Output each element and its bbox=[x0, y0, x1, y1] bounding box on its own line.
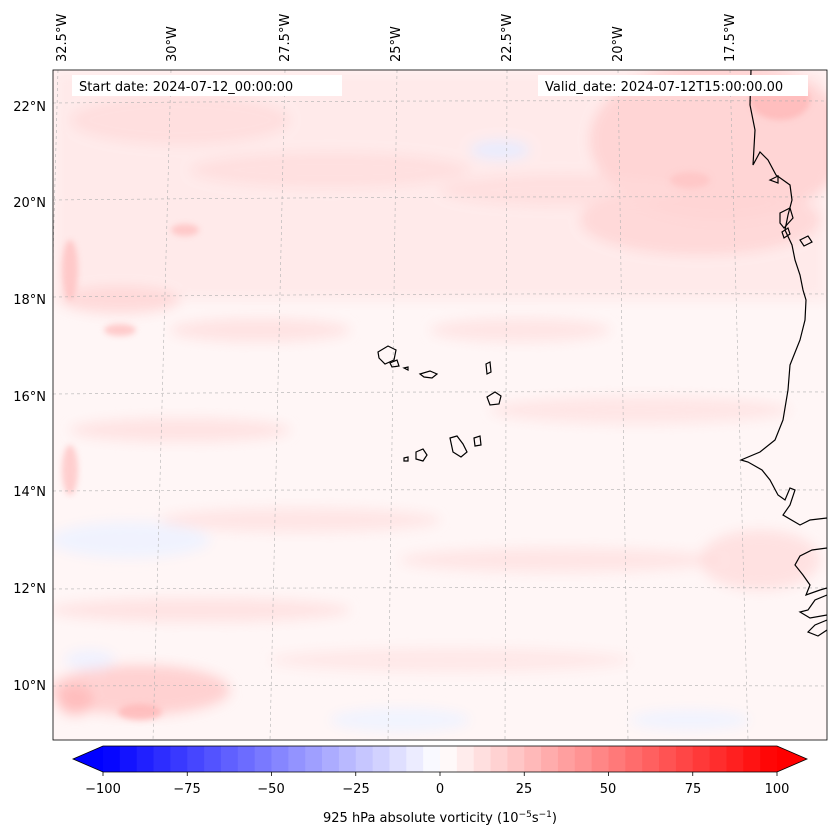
lat-label: 16°N bbox=[13, 390, 46, 405]
colorbar-block bbox=[659, 746, 677, 772]
colorbar-block bbox=[440, 746, 458, 772]
colorbar-block bbox=[557, 746, 576, 772]
canary-island bbox=[781, 227, 791, 239]
lat-label: 14°N bbox=[13, 485, 46, 500]
colorbar-block bbox=[591, 746, 609, 772]
sao-vicente bbox=[389, 359, 400, 368]
lon-label: 22.5°W bbox=[500, 14, 515, 62]
lon-label: 20°W bbox=[611, 26, 626, 62]
map-panel: Start date: 2024-07-12_00:00:00 Valid_da… bbox=[13, 14, 828, 741]
sal bbox=[485, 361, 492, 375]
santa-luzia bbox=[402, 366, 409, 371]
lon-label: 27.5°W bbox=[278, 14, 293, 62]
colorbar-block bbox=[305, 746, 323, 772]
fogo bbox=[415, 448, 428, 462]
colorbar-block bbox=[103, 746, 121, 772]
colorbar-block bbox=[709, 746, 727, 772]
santo-antao bbox=[377, 345, 397, 365]
lon-label: 17.5°W bbox=[723, 14, 738, 62]
colorbar-block bbox=[119, 746, 138, 772]
colorbar-tick-label: 100 bbox=[765, 782, 790, 797]
lat-label: 10°N bbox=[13, 679, 46, 694]
colorbar-block bbox=[423, 746, 441, 772]
lat-label: 22°N bbox=[13, 100, 46, 115]
colorbar-block bbox=[187, 746, 205, 772]
colorbar-ticks: −100 −75 −50 −25 0 25 50 75 100 bbox=[85, 782, 789, 797]
colorbar-block bbox=[153, 746, 171, 772]
colorbar-block bbox=[406, 746, 424, 772]
colorbar-block bbox=[322, 746, 340, 772]
vorticity-streaks bbox=[62, 80, 810, 720]
colorbar-block bbox=[271, 746, 289, 772]
canary-island bbox=[799, 235, 813, 247]
colorbar-block bbox=[675, 746, 694, 772]
valid-date-box bbox=[538, 75, 808, 96]
colorbar-block bbox=[642, 746, 660, 772]
colorbar-block bbox=[204, 746, 222, 772]
colorbar-block bbox=[608, 746, 626, 772]
colorbar-tickmarks bbox=[102, 772, 778, 776]
colorbar: −100 −75 −50 −25 0 25 50 75 100 925 hPa … bbox=[71, 745, 809, 826]
map-frame bbox=[52, 69, 828, 741]
colorbar-tick-label: −25 bbox=[342, 782, 369, 797]
colorbar-block bbox=[237, 746, 256, 772]
colorbar-block bbox=[254, 746, 272, 772]
colorbar-block bbox=[389, 746, 407, 772]
colorbar-block bbox=[625, 746, 643, 772]
colorbar-extend-max bbox=[777, 746, 807, 772]
colorbar-block bbox=[338, 746, 357, 772]
boa-vista bbox=[486, 391, 502, 406]
colorbar-block bbox=[692, 746, 711, 772]
colorbar-blocks bbox=[73, 746, 807, 772]
colorbar-block bbox=[574, 746, 593, 772]
colorbar-tick-label: 0 bbox=[436, 782, 444, 797]
lat-label: 18°N bbox=[13, 293, 46, 308]
colorbar-block bbox=[220, 746, 239, 772]
latitude-labels: 22°N 20°N 18°N 16°N 14°N 12°N 10°N bbox=[13, 100, 46, 694]
colorbar-tick-label: −50 bbox=[257, 782, 284, 797]
longitude-labels: 32.5°W 30°W 27.5°W 25°W 22.5°W 20°W 17.5… bbox=[55, 14, 738, 62]
sao-nicolau bbox=[418, 370, 439, 379]
africa-coastline bbox=[739, 70, 827, 637]
lon-label: 32.5°W bbox=[55, 14, 70, 62]
colorbar-tick-label: 75 bbox=[685, 782, 702, 797]
colorbar-tick-label: 25 bbox=[516, 782, 533, 797]
colorbar-extend-min bbox=[73, 746, 103, 772]
lat-label: 20°N bbox=[13, 196, 46, 211]
brava bbox=[403, 456, 409, 462]
colorbar-block bbox=[490, 746, 508, 772]
colorbar-tick-label: −75 bbox=[173, 782, 200, 797]
canary-island bbox=[779, 207, 794, 229]
lat-label: 12°N bbox=[13, 582, 46, 597]
start-date-box bbox=[72, 75, 342, 96]
colorbar-block bbox=[473, 746, 492, 772]
colorbar-block bbox=[372, 746, 390, 772]
graticule bbox=[53, 70, 827, 740]
lon-label: 25°W bbox=[389, 26, 404, 62]
colorbar-block bbox=[726, 746, 744, 772]
maio bbox=[473, 435, 482, 447]
colorbar-block bbox=[524, 746, 542, 772]
cape-verde-islands bbox=[377, 345, 502, 462]
start-date-label: Start date: 2024-07-12_00:00:00 bbox=[79, 80, 293, 95]
coastline bbox=[739, 70, 827, 637]
lon-label: 30°W bbox=[165, 26, 180, 62]
valid-date-label: Valid_date: 2024-07-12T15:00:00.00 bbox=[545, 80, 783, 95]
colorbar-block bbox=[288, 746, 306, 772]
colorbar-tick-label: −100 bbox=[85, 782, 121, 797]
colorbar-label: 925 hPa absolute vorticity (10−5s−1) bbox=[323, 810, 557, 826]
colorbar-block bbox=[136, 746, 155, 772]
colorbar-block bbox=[760, 746, 778, 772]
colorbar-block bbox=[456, 746, 475, 772]
colorbar-block bbox=[743, 746, 761, 772]
colorbar-tick-label: 50 bbox=[600, 782, 617, 797]
canary-island bbox=[768, 175, 779, 184]
vorticity-field bbox=[53, 70, 827, 740]
colorbar-block bbox=[355, 746, 374, 772]
colorbar-block bbox=[170, 746, 188, 772]
santiago bbox=[449, 435, 468, 458]
colorbar-block bbox=[507, 746, 525, 772]
colorbar-block bbox=[541, 746, 559, 772]
